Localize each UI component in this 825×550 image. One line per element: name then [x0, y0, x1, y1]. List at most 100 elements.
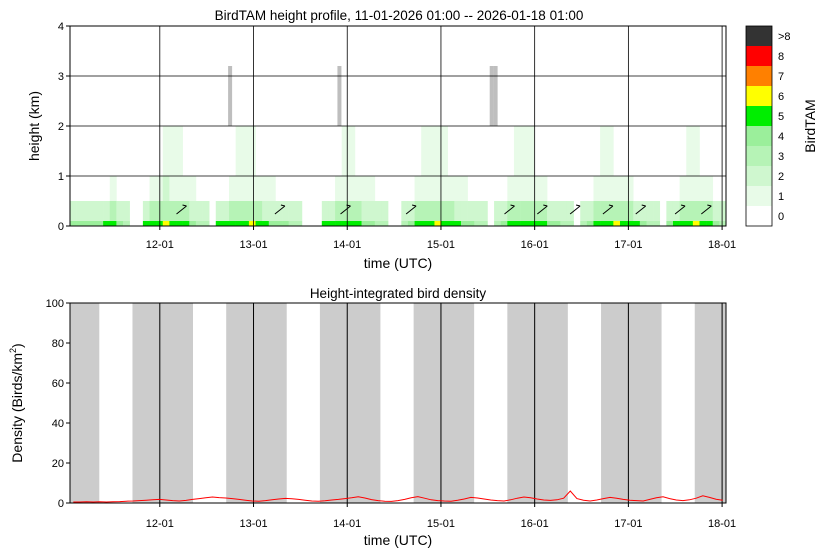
night-band — [70, 303, 100, 503]
y-tick-label: 20 — [52, 458, 64, 470]
heatmap-cell — [633, 221, 641, 226]
heatmap-cell — [268, 221, 276, 226]
heatmap-cell — [686, 221, 694, 226]
heatmap-cell — [328, 201, 336, 221]
heatmap-cell — [427, 221, 435, 226]
colorbar-swatch — [746, 186, 772, 206]
heatmap-cell — [692, 176, 700, 201]
x-tick-label: 14-01 — [333, 518, 361, 530]
height-profile-chart: BirdTAM height profile, 11-01-2026 01:00… — [26, 8, 818, 271]
heatmap-cell — [162, 201, 170, 221]
heatmap-cell — [447, 221, 455, 226]
heatmap-cell — [606, 176, 614, 201]
heatmap-cell — [235, 176, 243, 201]
chart2-y-label-sup: 2 — [8, 348, 18, 353]
heatmap-cell — [447, 176, 455, 201]
heatmap-cell — [633, 201, 641, 221]
heatmap-cell — [83, 221, 91, 226]
heatmap-cell — [229, 176, 236, 201]
colorbar-swatch — [746, 66, 772, 86]
heatmap-cell — [547, 201, 555, 221]
chart1-title: BirdTAM height profile, 11-01-2026 01:00… — [215, 8, 584, 23]
heatmap-cell — [176, 221, 183, 226]
heatmap-cell — [182, 201, 190, 221]
heatmap-cell — [354, 201, 362, 221]
heatmap-cell — [566, 201, 574, 221]
heatmap-cell — [672, 221, 680, 226]
wind-barb-icon — [674, 204, 686, 215]
colorbar-swatch — [746, 166, 772, 186]
heatmap-cell — [421, 201, 429, 221]
heatmap-cell — [480, 201, 488, 221]
wind-barbs — [176, 204, 712, 215]
heatmap-cell — [580, 221, 588, 226]
x-tick-label: 16-01 — [521, 239, 549, 251]
heatmap-cell — [162, 176, 170, 201]
heatmap-cell — [494, 221, 502, 226]
heatmap-cell — [653, 221, 661, 226]
heatmap-cell — [520, 221, 528, 226]
heatmap-cell — [686, 176, 694, 201]
chart2-x-axis: 12-01 13-01 14-01 15-01 16-01 17-01 18-01 — [146, 503, 736, 530]
heatmap-cell — [142, 221, 150, 226]
heatmap-cell — [593, 176, 601, 201]
y-tick-label: 80 — [52, 338, 64, 350]
heatmap-cell — [434, 176, 442, 201]
heatmap-cell — [719, 221, 727, 226]
heatmap-cell — [162, 221, 170, 226]
heatmap-cell — [427, 176, 435, 201]
heatmap-cell — [533, 221, 541, 226]
x-tick-label: 15-01 — [427, 518, 455, 530]
y-tick-label: 2 — [58, 121, 64, 133]
heatmap-cell — [341, 176, 349, 201]
x-tick-label: 15-01 — [427, 239, 455, 251]
heatmap-cell — [169, 201, 177, 221]
heatmap-cell — [361, 201, 369, 221]
night-shading — [70, 303, 726, 503]
heatmap-cell — [533, 176, 541, 201]
heatmap-cell — [626, 176, 634, 201]
heatmap-cell — [76, 221, 84, 226]
heatmap-cell — [460, 176, 468, 201]
heatmap-cell — [123, 221, 130, 226]
heatmap-cell — [368, 221, 376, 226]
colorbar-frame — [745, 25, 773, 227]
heatmap-cell — [189, 221, 197, 226]
heatmap-cell — [533, 201, 541, 221]
x-tick-label: 18-01 — [708, 518, 736, 530]
heatmap-cell — [593, 201, 601, 221]
heatmap-cell — [619, 201, 627, 221]
heatmap-cell — [262, 221, 270, 226]
heatmap-cell — [282, 221, 289, 226]
heatmap-cell — [460, 221, 468, 226]
heatmap-cell — [242, 126, 250, 176]
heatmap-cell — [215, 201, 223, 221]
wind-barb-icon — [602, 204, 614, 215]
no-data-cell — [337, 66, 342, 126]
heatmap-cell — [712, 221, 720, 226]
night-band — [694, 303, 726, 503]
heatmap-cell — [335, 176, 342, 201]
heatmap-cell — [613, 176, 621, 201]
colorbar-level-label: 6 — [778, 91, 784, 103]
heatmap-cell — [513, 221, 521, 226]
heatmap-cell — [182, 176, 190, 201]
heatmap-cell — [580, 201, 588, 221]
heatmap-cell — [474, 201, 482, 221]
heatmap-cell — [109, 221, 117, 226]
chart1-y-axis: 0 1 2 3 4 — [58, 21, 70, 233]
heatmap-cell — [414, 176, 422, 201]
heatmap-cell — [109, 201, 117, 221]
no-data-cell — [493, 66, 498, 126]
heatmap-cell — [401, 221, 409, 226]
heatmap-cell — [295, 221, 303, 226]
heatmap-cell — [89, 221, 97, 226]
heatmap-cell — [527, 221, 535, 226]
colorbar-swatch — [746, 86, 772, 106]
heatmap-cell — [341, 201, 349, 221]
heatmap-cell — [540, 201, 548, 221]
heatmap-cell — [262, 201, 270, 221]
colorbar-level-label: 2 — [778, 171, 784, 183]
wind-barb-icon — [701, 204, 712, 215]
